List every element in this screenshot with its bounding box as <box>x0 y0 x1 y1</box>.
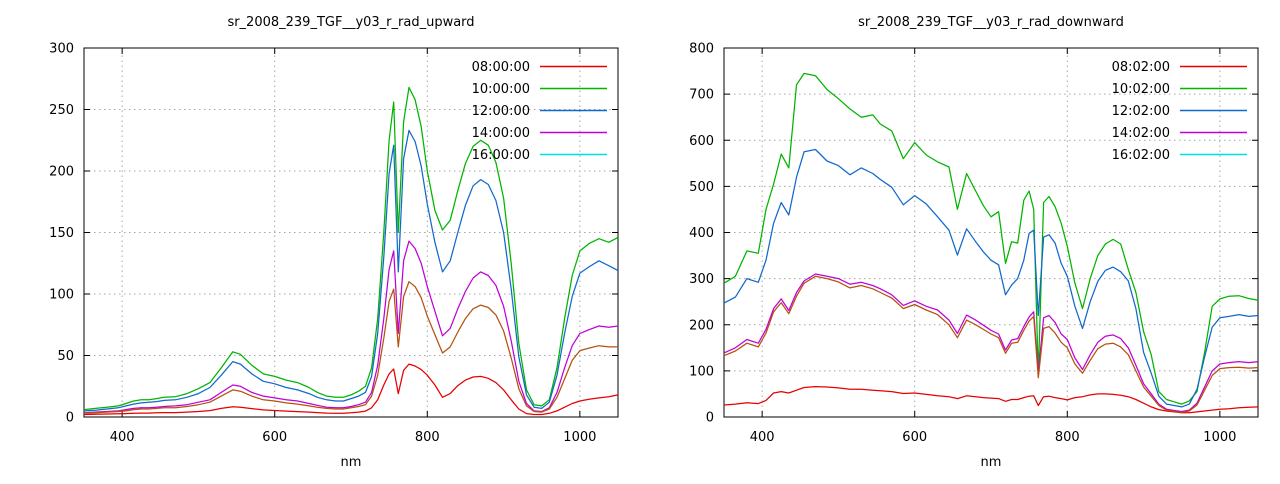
x-tick-label: 400 <box>750 430 775 445</box>
y-tick-label: 50 <box>57 349 74 364</box>
legend-label: 10:02:00 <box>1112 82 1170 97</box>
legend-label: 10:00:00 <box>472 82 530 97</box>
legend-label: 14:00:00 <box>472 126 530 141</box>
x-tick-label: 600 <box>262 430 287 445</box>
legend-label: 14:02:00 <box>1112 126 1170 141</box>
y-tick-label: 100 <box>689 364 714 379</box>
series-line-08:00:00 <box>83 363 619 416</box>
y-tick-label: 300 <box>689 272 714 287</box>
x-tick-label: 1000 <box>1203 430 1236 445</box>
legend-label: 12:02:00 <box>1112 104 1170 119</box>
y-tick-label: 0 <box>706 411 714 426</box>
series-line-12:00:00 <box>83 129 619 412</box>
chart-panel-downward: 400 600 800 1000 0 100 200 300 400 500 600 700 800 sr… <box>640 0 1280 480</box>
series-line-12:02:00 <box>723 148 1259 408</box>
legend-label: 08:02:00 <box>1112 60 1170 75</box>
y-tick-label: 500 <box>689 180 714 195</box>
y-tick-label: 200 <box>689 318 714 333</box>
series-line-14:00:00 <box>83 240 619 414</box>
y-tick-label: 700 <box>689 88 714 103</box>
chart-downward: 400 600 800 1000 0 100 200 300 400 500 600 700 800 sr… <box>689 15 1259 470</box>
y-tick-label: 250 <box>49 103 74 118</box>
chart-title: sr_2008_239_TGF__y03_r_rad_downward <box>858 15 1124 30</box>
y-tick-label: 800 <box>689 42 714 57</box>
x-tick-label: 800 <box>1055 430 1080 445</box>
series-line-10:00:00 <box>83 86 619 411</box>
chart-upward: 400 600 800 1000 0 50 100 150 200 250 300 sr_2008_2… <box>49 15 619 470</box>
y-tick-label: 0 <box>66 411 74 426</box>
x-axis-label: nm <box>341 455 362 470</box>
series-line-16:02:00 <box>723 275 1259 414</box>
y-tick-label: 300 <box>49 42 74 57</box>
x-axis-label: nm <box>981 455 1002 470</box>
series-line-16:00:00 <box>83 281 618 414</box>
x-tick-label: 800 <box>415 430 440 445</box>
series-line-08:02:00 <box>723 385 1259 414</box>
y-tick-label: 150 <box>49 226 74 241</box>
y-tick-label: 600 <box>689 134 714 149</box>
y-tick-label: 200 <box>49 165 74 180</box>
x-tick-label: 1000 <box>563 430 596 445</box>
x-tick-label: 400 <box>110 430 135 445</box>
legend-label: 16:00:00 <box>472 148 530 163</box>
x-tick-label: 600 <box>902 430 927 445</box>
y-tick-label: 400 <box>689 226 714 241</box>
chart-title: sr_2008_239_TGF__y03_r_rad_upward <box>227 15 474 30</box>
legend-label: 16:02:00 <box>1112 148 1170 163</box>
series-line-14:02:00 <box>723 273 1259 413</box>
y-tick-label: 100 <box>49 288 74 303</box>
legend-label: 08:00:00 <box>472 60 530 75</box>
series-line-10:02:00 <box>723 72 1259 405</box>
legend-label: 12:00:00 <box>472 104 530 119</box>
chart-panel-upward: 400 600 800 1000 0 50 100 150 200 250 300 sr_2008_2… <box>0 0 640 480</box>
